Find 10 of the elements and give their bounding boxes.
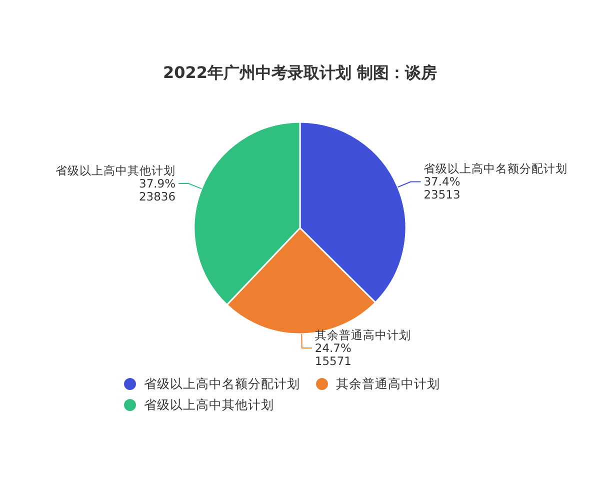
data-label: 37.9% 23836	[138, 176, 176, 204]
legend-label: 省级以上高中其他计划	[144, 397, 274, 412]
data-label: 37.4% 23513	[424, 174, 460, 202]
legend-label: 其余普通高中计划	[336, 376, 440, 391]
slice-label: 省级以上高中其他计划	[56, 163, 176, 178]
legend-label: 省级以上高中名额分配计划	[144, 376, 300, 391]
data-label: 24.7% 15571	[314, 340, 352, 368]
chart-title: 2022年广州中考录取计划 制图：谈房	[162, 63, 438, 82]
slice-label: 其余普通高中计划	[314, 328, 411, 342]
slice-label: 省级以上高中名额分配计划	[424, 162, 568, 176]
